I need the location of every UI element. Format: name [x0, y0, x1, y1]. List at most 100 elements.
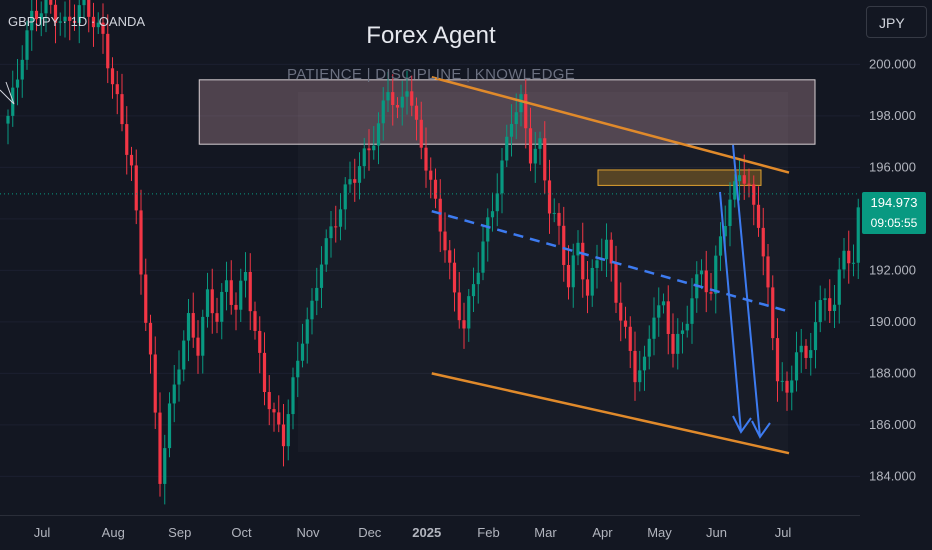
candle-body — [6, 115, 10, 124]
candle-body — [467, 296, 471, 329]
candle-body — [832, 304, 837, 311]
candle-body — [771, 287, 775, 339]
x-tick-label: 2025 — [412, 525, 441, 540]
candle-body — [367, 148, 371, 151]
candle-body — [619, 302, 623, 321]
candle-body — [429, 170, 433, 180]
candle-body — [500, 160, 504, 194]
candle-body — [25, 30, 29, 60]
candle-body — [329, 226, 333, 239]
candle-body — [581, 242, 585, 280]
candle-body — [53, 4, 58, 23]
candle-body — [623, 320, 628, 327]
candle-body — [272, 409, 276, 413]
candle-body — [737, 175, 742, 182]
x-tick-label: Jul — [34, 525, 51, 540]
candle-body — [756, 204, 761, 228]
y-tick-label: 200.000 — [869, 56, 916, 71]
candle-body — [690, 298, 694, 324]
candle-body — [163, 448, 167, 484]
candle-body — [752, 184, 756, 205]
candle-body — [77, 5, 81, 23]
candle-body — [747, 183, 751, 185]
candle-body — [809, 350, 813, 358]
candle-body — [49, 0, 53, 5]
candle-body — [775, 338, 780, 382]
trend-lines — [0, 76, 860, 455]
candle-body — [58, 21, 62, 23]
candle-body — [576, 242, 580, 256]
candle-body — [391, 92, 395, 105]
candle-body — [248, 271, 252, 312]
candle-body — [63, 16, 67, 22]
candle-body — [799, 345, 803, 353]
candle-body — [661, 301, 666, 306]
candle-body — [34, 10, 39, 20]
candle-body — [357, 166, 362, 183]
candle-body — [804, 345, 808, 358]
candle-body — [433, 179, 438, 199]
candle-body — [96, 22, 100, 28]
candle-body — [709, 292, 713, 294]
candle-body — [376, 123, 381, 146]
candle-body — [699, 270, 704, 275]
forecast-arrow-head — [732, 415, 752, 434]
candle-body — [557, 212, 561, 226]
candle-body — [642, 356, 647, 371]
candle-body — [538, 138, 542, 149]
candle-body — [828, 298, 832, 311]
candle-body — [201, 316, 205, 356]
candle-body — [153, 354, 157, 413]
forecast-arrow — [719, 191, 742, 433]
candle-body — [315, 287, 319, 301]
candle-body — [604, 239, 609, 260]
price-axis: 184.000186.000188.000190.000192.000194.0… — [860, 0, 932, 550]
price-axis-bg — [860, 0, 932, 550]
candle-body — [509, 124, 514, 137]
candle-body — [229, 280, 233, 305]
candle-body — [680, 330, 685, 334]
candle-body — [144, 274, 148, 323]
candle-body — [253, 311, 257, 331]
candle-body — [234, 304, 238, 310]
current-price-value: 194.973 — [870, 195, 918, 210]
y-tick-label: 190.000 — [869, 314, 916, 329]
candle-body — [742, 175, 746, 184]
candle-body — [319, 264, 324, 288]
candle-body — [148, 322, 153, 355]
candle-body — [82, 0, 86, 6]
candle-body — [766, 256, 770, 288]
candle-body — [448, 250, 452, 263]
candle-body — [452, 262, 457, 293]
candle-body — [120, 94, 124, 125]
candle-body — [267, 392, 271, 410]
candle-body — [410, 91, 414, 106]
candle-body — [129, 154, 134, 166]
candle-body — [186, 313, 191, 341]
candle-body — [110, 68, 115, 85]
candle-body — [305, 319, 309, 344]
candle-body — [657, 305, 661, 318]
x-tick-label: Aug — [102, 525, 125, 540]
candle-body — [300, 343, 305, 361]
candle-body — [215, 313, 219, 322]
candles — [6, 0, 865, 505]
currency-button[interactable]: JPY — [866, 6, 927, 38]
forecast-arrow — [732, 144, 761, 438]
candle-body — [471, 284, 476, 297]
candle-body — [296, 360, 300, 378]
y-tick-label: 188.000 — [869, 365, 916, 380]
candle-body — [547, 180, 552, 214]
x-tick-label: Sep — [168, 525, 191, 540]
chart-subtitle: PATIENCE | DISCIPLINE | KNOWLEDGE — [286, 66, 576, 83]
candle-body — [790, 380, 794, 393]
chart-title: Forex Agent — [366, 22, 496, 49]
candle-body — [334, 226, 338, 228]
candle-body — [44, 0, 48, 14]
bar-countdown: 09:05:55 — [870, 216, 918, 230]
x-tick-label: Oct — [231, 525, 252, 540]
candle-body — [519, 94, 523, 113]
candle-body — [476, 272, 480, 285]
candle-body — [281, 424, 286, 447]
